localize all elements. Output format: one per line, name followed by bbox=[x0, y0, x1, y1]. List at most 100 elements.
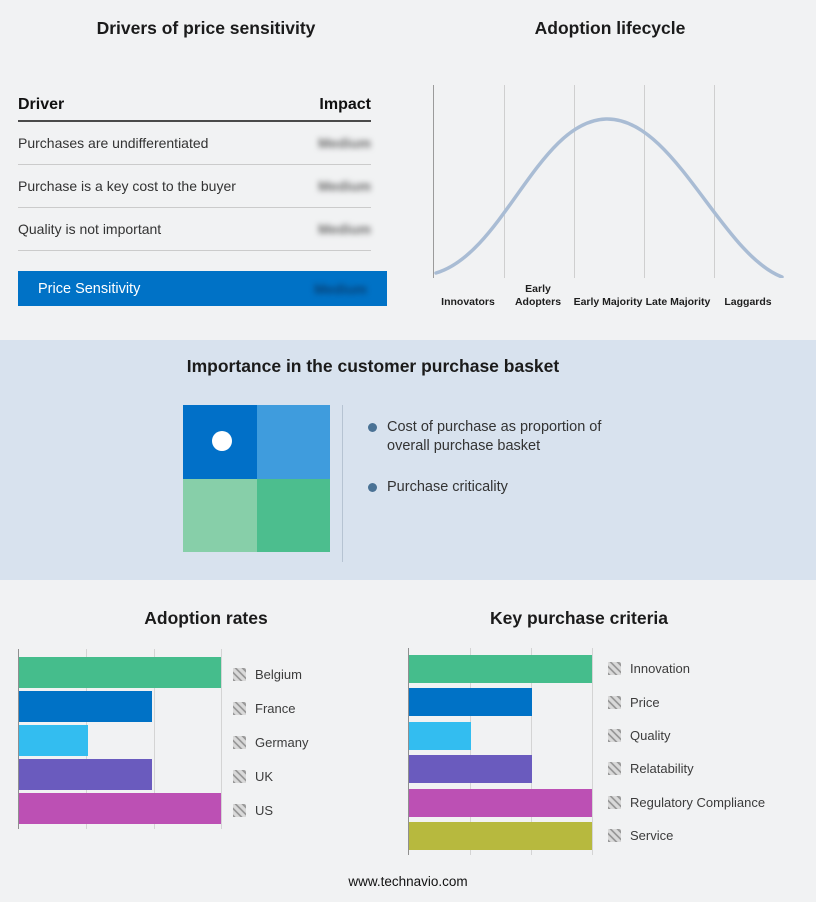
legend-swatch-icon bbox=[233, 769, 246, 783]
bullet-text: Cost of purchase as proportion of overal… bbox=[387, 419, 602, 454]
quadrant-top-left bbox=[183, 405, 257, 479]
quadrant-axis-line bbox=[342, 405, 343, 562]
legend-label: Relatability bbox=[630, 761, 694, 777]
bullet-icon bbox=[368, 423, 377, 432]
legend-swatch-icon bbox=[608, 728, 621, 742]
price-sensitivity-table: Driver Impact Purchases are undifferenti… bbox=[18, 90, 371, 251]
legend-swatch-icon bbox=[233, 803, 246, 817]
legend-item-innovation: Innovation bbox=[608, 652, 765, 685]
gridline bbox=[644, 85, 645, 278]
legend-item-uk: UK bbox=[233, 759, 308, 793]
bar-belgium bbox=[19, 657, 221, 688]
key-purchase-criteria-legend: Innovation Price Quality Relatability Regula… bbox=[608, 652, 765, 852]
bar-innovation bbox=[409, 655, 592, 683]
gridline bbox=[531, 648, 532, 855]
lifecycle-plot bbox=[433, 85, 784, 278]
table-row: Quality is not important Medium bbox=[18, 208, 371, 251]
adoption-rates-chart bbox=[18, 649, 222, 829]
legend-label: UK bbox=[255, 768, 274, 784]
legend-label: Service bbox=[630, 828, 674, 844]
column-header-impact: Impact bbox=[319, 96, 371, 113]
legend-swatch-icon bbox=[608, 795, 621, 809]
stage-label-laggards: Laggards bbox=[724, 295, 772, 308]
impact-cell-obscured: Medium bbox=[318, 178, 371, 194]
drivers-panel-title: Drivers of price sensitivity bbox=[96, 18, 316, 38]
bullet-item: Cost of purchase as proportion of overal… bbox=[368, 418, 646, 456]
basket-panel-title: Importance in the customer purchase bask… bbox=[186, 356, 560, 376]
bar-uk bbox=[19, 759, 153, 790]
impact-cell-obscured: Medium bbox=[318, 221, 371, 237]
gridline bbox=[574, 85, 575, 278]
legend-label: Belgium bbox=[255, 666, 302, 682]
bar-service bbox=[409, 821, 592, 850]
purchase-basket-quadrant bbox=[183, 405, 330, 552]
key-purchase-criteria-chart bbox=[408, 648, 593, 855]
price-sensitivity-summary-row: Price Sensitivity Medium bbox=[18, 271, 387, 306]
quadrant-top-right bbox=[256, 405, 330, 479]
legend-label: US bbox=[255, 802, 274, 818]
legend-swatch-icon bbox=[608, 762, 621, 776]
website-url: www.technavio.com bbox=[348, 874, 468, 889]
legend-swatch-icon bbox=[233, 735, 246, 749]
bar-relatability bbox=[409, 755, 532, 784]
legend-item-price: Price bbox=[608, 685, 765, 718]
gridline bbox=[153, 649, 155, 829]
bar-regulatory-compliance bbox=[409, 788, 592, 817]
lifecycle-stage-labels: Innovators Early Adopters Early Majority La… bbox=[433, 280, 783, 308]
legend-item-regulatory-compliance: Regulatory Compliance bbox=[608, 786, 765, 819]
purchase-basket-band bbox=[0, 340, 816, 580]
legend-swatch-icon bbox=[233, 701, 246, 715]
gridline bbox=[469, 648, 471, 855]
impact-cell-obscured: Medium bbox=[318, 135, 371, 151]
legend-label: Price bbox=[630, 694, 660, 710]
criteria-panel-title: Key purchase criteria bbox=[489, 608, 668, 628]
summary-label: Price Sensitivity bbox=[38, 280, 141, 297]
legend-label: France bbox=[255, 700, 296, 716]
table-row: Purchases are undifferentiated Medium bbox=[18, 122, 371, 165]
basket-bullet-list: Cost of purchase as proportion of overal… bbox=[368, 418, 646, 519]
stage-label-innovators: Innovators bbox=[441, 295, 495, 308]
legend-swatch-icon bbox=[233, 667, 246, 681]
legend-swatch-icon bbox=[608, 662, 621, 676]
legend-item-service: Service bbox=[608, 819, 765, 852]
table-header: Driver Impact bbox=[18, 90, 371, 122]
column-header-driver: Driver bbox=[18, 96, 65, 113]
legend-label: Quality bbox=[630, 727, 671, 743]
stage-label-late-majority: Late Majority bbox=[645, 295, 711, 308]
legend-label: Regulatory Compliance bbox=[630, 794, 766, 810]
bell-curve-path bbox=[434, 117, 784, 278]
driver-cell: Quality is not important bbox=[18, 221, 162, 237]
legend-swatch-icon bbox=[608, 829, 621, 843]
legend-item-france: France bbox=[233, 691, 308, 725]
summary-impact-obscured: Medium bbox=[314, 280, 367, 297]
bullet-text: Purchase criticality bbox=[387, 479, 508, 495]
lifecycle-panel-title: Adoption lifecycle bbox=[534, 18, 686, 38]
legend-item-relatability: Relatability bbox=[608, 752, 765, 785]
table-row: Purchase is a key cost to the buyer Medi… bbox=[18, 165, 371, 208]
adoption-rates-legend: Belgium France Germany UK US bbox=[233, 657, 308, 827]
bar-france bbox=[19, 691, 153, 722]
bullet-icon bbox=[368, 483, 377, 492]
legend-label: Germany bbox=[255, 734, 309, 750]
gridline bbox=[221, 649, 222, 829]
legend-label: Innovation bbox=[630, 661, 690, 677]
gridline bbox=[592, 648, 593, 855]
position-marker-dot bbox=[212, 431, 232, 451]
stage-label-early-adopters: Early Adopters bbox=[514, 283, 562, 308]
driver-cell: Purchases are undifferentiated bbox=[18, 135, 209, 151]
adoption-rates-bars bbox=[19, 649, 221, 824]
adoption-rates-title: Adoption rates bbox=[144, 608, 268, 628]
gridline bbox=[504, 85, 505, 278]
bar-us bbox=[19, 793, 221, 824]
stage-label-early-majority: Early Majority bbox=[573, 295, 643, 308]
bar-price bbox=[409, 688, 532, 717]
legend-item-us: US bbox=[233, 793, 308, 827]
legend-item-belgium: Belgium bbox=[233, 657, 308, 691]
key-purchase-criteria-bars bbox=[409, 648, 592, 850]
bar-germany bbox=[19, 725, 88, 756]
gridline bbox=[714, 85, 715, 278]
driver-cell: Purchase is a key cost to the buyer bbox=[18, 178, 236, 194]
bar-quality bbox=[409, 721, 472, 750]
legend-item-germany: Germany bbox=[233, 725, 308, 759]
